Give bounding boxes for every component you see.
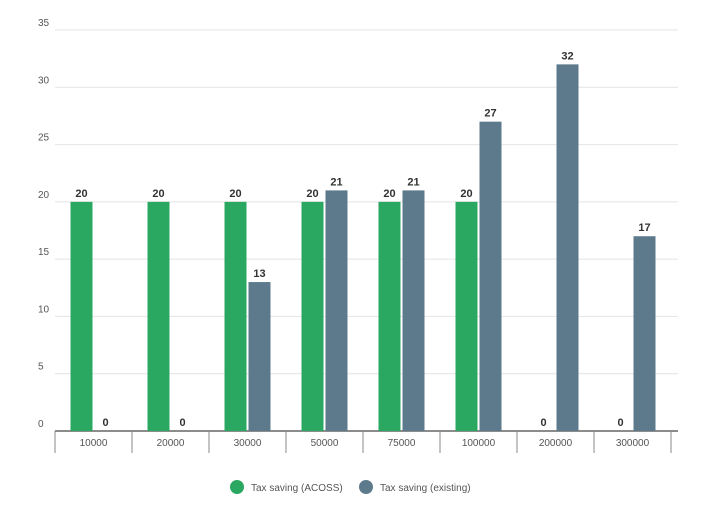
- data-label: 32: [561, 50, 573, 62]
- y-tick-label: 25: [38, 133, 50, 144]
- bar-acoss: [147, 201, 170, 431]
- data-label: 20: [306, 188, 318, 200]
- bar-acoss: [455, 201, 478, 431]
- data-label: 20: [229, 188, 241, 200]
- data-label: 20: [152, 188, 164, 200]
- bar-existing: [556, 64, 579, 431]
- y-tick-label: 15: [38, 247, 50, 258]
- x-tick-label: 10000: [80, 438, 108, 449]
- bar-existing: [479, 121, 502, 432]
- data-label: 0: [102, 417, 108, 429]
- legend-swatch-acoss: [230, 480, 244, 494]
- data-label: 0: [617, 417, 623, 429]
- y-tick-label: 20: [38, 190, 50, 201]
- y-tick-label: 35: [38, 18, 50, 29]
- bar-acoss: [224, 201, 247, 431]
- data-label: 21: [407, 176, 419, 188]
- y-tick-label: 30: [38, 75, 50, 86]
- bar-acoss: [378, 201, 401, 431]
- bar-acoss: [301, 201, 324, 431]
- data-label: 27: [484, 108, 496, 120]
- bar-existing: [248, 282, 271, 431]
- data-label: 0: [540, 417, 546, 429]
- y-tick-label: 5: [38, 362, 44, 373]
- data-label: 20: [383, 188, 395, 200]
- legend-swatch-existing: [359, 480, 373, 494]
- x-tick-label: 30000: [234, 438, 262, 449]
- x-tick-label: 20000: [157, 438, 185, 449]
- bar-existing: [633, 236, 656, 431]
- x-tick-label: 50000: [311, 438, 339, 449]
- data-label: 20: [75, 188, 87, 200]
- bar-acoss: [70, 201, 93, 431]
- data-label: 17: [638, 222, 650, 234]
- bar-existing: [402, 190, 425, 431]
- y-tick-label: 10: [38, 304, 50, 315]
- x-tick-label: 75000: [388, 438, 416, 449]
- data-label: 0: [179, 417, 185, 429]
- y-tick-label: 0: [38, 419, 44, 430]
- data-label: 20: [460, 188, 472, 200]
- x-tick-label: 100000: [462, 438, 496, 449]
- data-label: 13: [253, 268, 265, 280]
- x-tick-label: 300000: [616, 438, 650, 449]
- legend-label: Tax saving (existing): [380, 483, 471, 494]
- legend-label: Tax saving (ACOSS): [251, 483, 343, 494]
- data-label: 21: [330, 176, 342, 188]
- x-tick-label: 200000: [539, 438, 573, 449]
- bar-existing: [325, 190, 348, 431]
